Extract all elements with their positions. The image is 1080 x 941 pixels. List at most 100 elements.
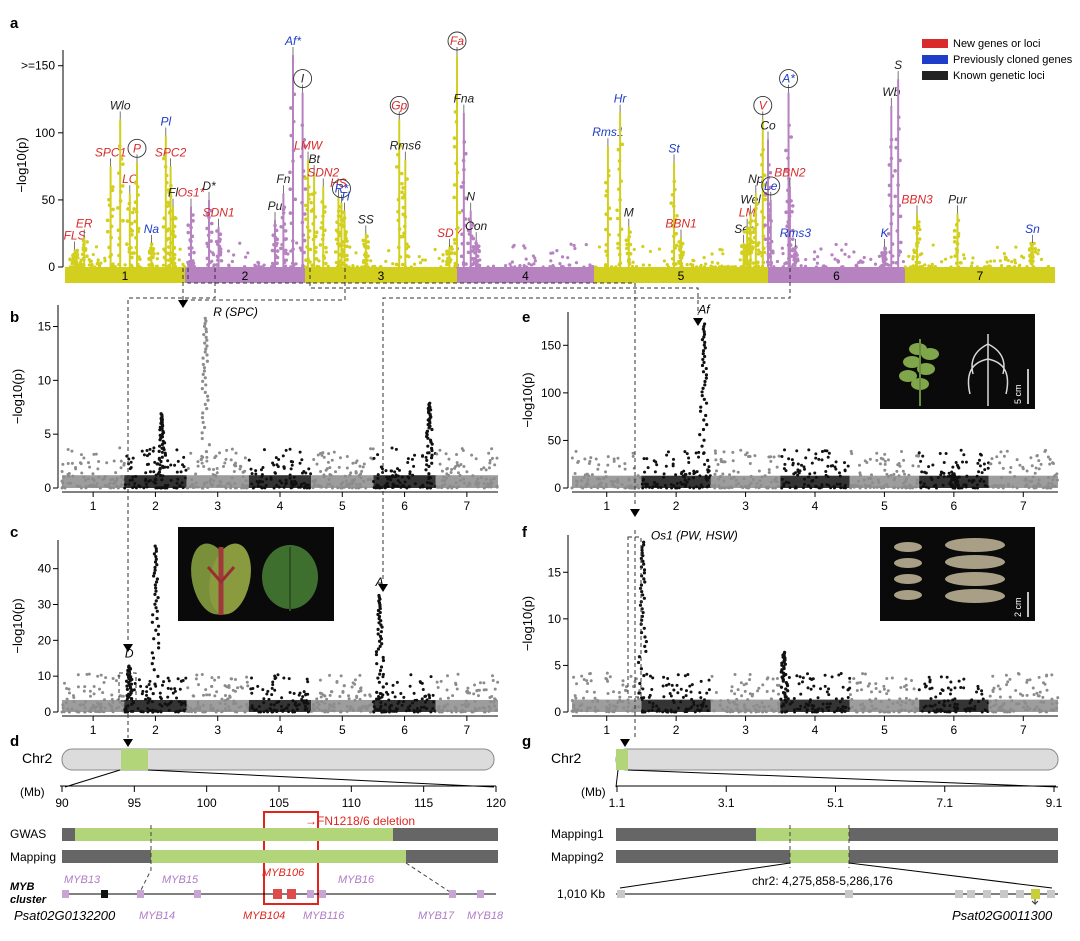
m-point <box>855 681 859 685</box>
m-point <box>606 455 610 459</box>
m-band-fill <box>849 475 920 488</box>
a-point <box>819 247 823 251</box>
a-peak-point <box>303 203 308 208</box>
m-point <box>744 682 748 686</box>
m-point <box>776 692 780 696</box>
m-point <box>98 687 102 691</box>
m-point <box>259 468 263 472</box>
m-point <box>980 689 984 693</box>
g-gene-boxes <box>617 890 1055 898</box>
m-point <box>359 689 363 693</box>
m-point <box>676 691 680 695</box>
g-gene-box <box>1047 890 1055 898</box>
m-point <box>408 684 412 688</box>
a-peak-point <box>345 244 349 249</box>
a-point <box>691 258 695 263</box>
m-point <box>372 456 376 460</box>
m-point <box>444 452 448 456</box>
a-point <box>441 253 445 257</box>
m-point <box>288 690 292 694</box>
d-tick-label: 90 <box>55 796 69 810</box>
m-point <box>795 449 799 453</box>
a-peak-point <box>762 173 767 178</box>
g-gene-box <box>845 890 853 898</box>
d-gene-box <box>449 890 456 898</box>
a-point <box>695 265 699 269</box>
m-point <box>819 687 823 691</box>
a-y-tick-label: >=150 <box>21 59 55 73</box>
a-peak-point <box>336 242 341 246</box>
m-point <box>102 680 106 684</box>
m-point <box>92 685 96 689</box>
a-locus-label: Gp <box>391 98 407 112</box>
a-peak-point <box>168 252 172 257</box>
g-gene-box <box>617 890 625 898</box>
connector-lines <box>118 268 791 738</box>
m-point <box>808 472 812 476</box>
m-peak-point <box>203 350 207 354</box>
m-point <box>212 467 216 471</box>
a-peak-point <box>785 233 790 238</box>
m-point <box>147 452 151 456</box>
a-point <box>453 264 457 269</box>
m-point <box>345 466 349 470</box>
a-peak-Fn <box>279 185 288 267</box>
m-point <box>114 679 118 683</box>
m-point <box>272 463 276 467</box>
a-locus-label: K <box>880 226 889 240</box>
m-point <box>631 454 635 458</box>
m-point <box>359 687 363 691</box>
m-peak-point <box>159 459 163 464</box>
m-point <box>245 675 249 679</box>
m-point <box>393 695 397 699</box>
m-point <box>740 694 744 698</box>
a-peak-point <box>399 171 404 176</box>
a-point <box>648 249 653 254</box>
m-point <box>633 680 637 684</box>
a-point <box>68 258 72 262</box>
a-peak-point <box>400 234 405 239</box>
m-point <box>455 461 459 465</box>
m-point <box>902 458 906 462</box>
m-point <box>178 687 182 691</box>
a-peak-point <box>615 208 619 213</box>
m-point <box>826 464 830 468</box>
a-point <box>852 250 856 254</box>
g-zoom-lines-2 <box>619 862 1053 889</box>
d-tick-label: 115 <box>414 796 433 810</box>
m-point <box>322 693 326 697</box>
panel-d-fine-mapping: Chr2 (Mb) 90 95 100 105 110 115 120 →FN1218/6 … <box>10 748 506 923</box>
m-peak-point <box>200 416 205 420</box>
m-peak-point <box>644 649 648 654</box>
m-point <box>748 672 752 676</box>
a-point <box>211 251 215 255</box>
a-peak-point <box>147 263 151 267</box>
m-point <box>753 454 757 458</box>
a-peak-point <box>166 236 171 241</box>
m-point <box>1002 454 1006 458</box>
m-point <box>274 676 278 680</box>
m-peak-point <box>159 486 163 490</box>
a-peak-point <box>898 214 903 219</box>
a-point <box>610 265 614 269</box>
m-peak-point <box>780 710 784 714</box>
m-point <box>883 468 887 472</box>
m-point <box>169 687 173 691</box>
a-peak-ER <box>79 229 89 267</box>
a-point <box>903 265 907 269</box>
m-annotation: A <box>375 575 384 589</box>
m-point <box>381 672 385 676</box>
m-peak-point <box>374 652 379 657</box>
m-point <box>76 673 80 677</box>
a-point <box>262 263 266 267</box>
a-peak-point <box>209 230 214 235</box>
a-peak-point <box>394 165 399 169</box>
a-peak-point <box>125 219 130 223</box>
m-point <box>817 457 821 461</box>
a-point <box>597 245 602 249</box>
m-point <box>713 472 717 476</box>
m-point <box>425 463 429 467</box>
m-point <box>999 450 1003 454</box>
a-point <box>551 251 555 255</box>
m-point <box>306 680 310 684</box>
